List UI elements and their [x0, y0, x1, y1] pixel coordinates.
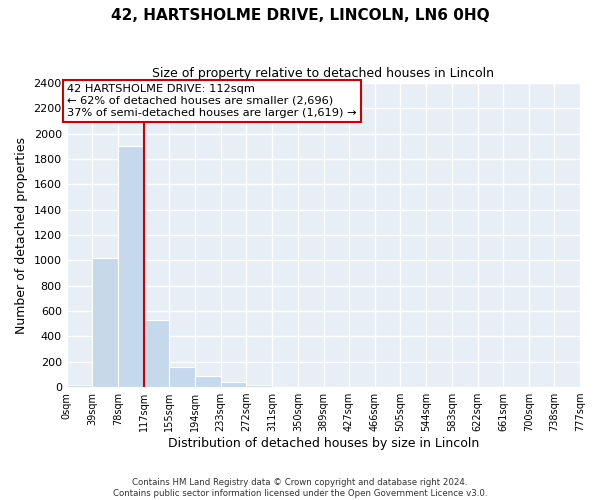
Text: 42, HARTSHOLME DRIVE, LINCOLN, LN6 0HQ: 42, HARTSHOLME DRIVE, LINCOLN, LN6 0HQ	[110, 8, 490, 22]
Bar	[221, 382, 247, 387]
X-axis label: Distribution of detached houses by size in Lincoln: Distribution of detached houses by size …	[168, 437, 479, 450]
Bar	[118, 146, 144, 387]
Text: Contains HM Land Registry data © Crown copyright and database right 2024.
Contai: Contains HM Land Registry data © Crown c…	[113, 478, 487, 498]
Bar	[67, 384, 92, 387]
Text: 42 HARTSHOLME DRIVE: 112sqm
← 62% of detached houses are smaller (2,696)
37% of : 42 HARTSHOLME DRIVE: 112sqm ← 62% of det…	[67, 84, 357, 117]
Bar	[247, 384, 272, 387]
Y-axis label: Number of detached properties: Number of detached properties	[15, 136, 28, 334]
Bar	[92, 258, 118, 387]
Title: Size of property relative to detached houses in Lincoln: Size of property relative to detached ho…	[152, 68, 494, 80]
Bar	[195, 376, 221, 387]
Bar	[144, 320, 169, 387]
Bar	[169, 367, 195, 387]
